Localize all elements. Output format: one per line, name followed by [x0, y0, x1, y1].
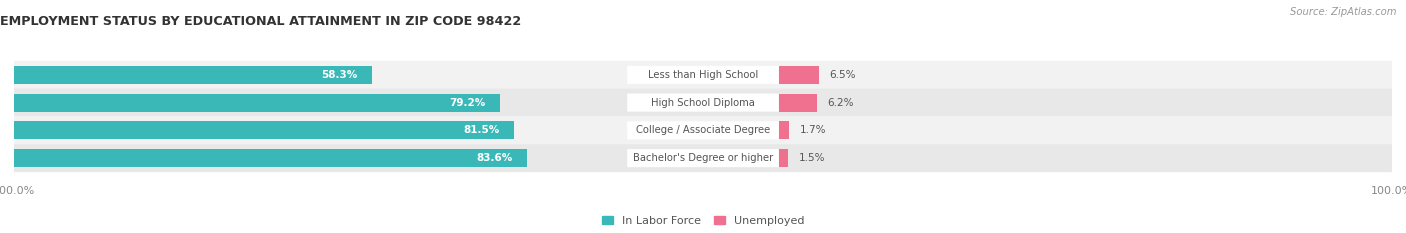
FancyBboxPatch shape — [627, 94, 779, 112]
FancyBboxPatch shape — [627, 149, 779, 167]
Bar — [14, 121, 513, 139]
Text: 1.5%: 1.5% — [799, 153, 825, 163]
FancyBboxPatch shape — [14, 144, 1392, 172]
Bar — [779, 121, 789, 139]
FancyBboxPatch shape — [14, 89, 1392, 117]
FancyBboxPatch shape — [14, 116, 1392, 144]
Text: College / Associate Degree: College / Associate Degree — [636, 125, 770, 135]
Bar — [779, 94, 817, 112]
Text: 6.5%: 6.5% — [830, 70, 855, 80]
Legend: In Labor Force, Unemployed: In Labor Force, Unemployed — [602, 216, 804, 226]
Text: 58.3%: 58.3% — [322, 70, 357, 80]
Text: 1.7%: 1.7% — [800, 125, 827, 135]
Bar — [14, 149, 527, 167]
Text: 83.6%: 83.6% — [477, 153, 513, 163]
Text: Bachelor's Degree or higher: Bachelor's Degree or higher — [633, 153, 773, 163]
FancyBboxPatch shape — [627, 66, 779, 84]
Bar — [779, 66, 818, 84]
Bar — [14, 94, 499, 112]
Text: EMPLOYMENT STATUS BY EDUCATIONAL ATTAINMENT IN ZIP CODE 98422: EMPLOYMENT STATUS BY EDUCATIONAL ATTAINM… — [0, 15, 522, 28]
Text: High School Diploma: High School Diploma — [651, 98, 755, 108]
Text: Less than High School: Less than High School — [648, 70, 758, 80]
Text: 6.2%: 6.2% — [827, 98, 853, 108]
FancyBboxPatch shape — [627, 121, 779, 139]
FancyBboxPatch shape — [14, 61, 1392, 89]
Text: Source: ZipAtlas.com: Source: ZipAtlas.com — [1289, 7, 1396, 17]
Text: 79.2%: 79.2% — [450, 98, 486, 108]
Text: 81.5%: 81.5% — [464, 125, 501, 135]
Bar — [779, 149, 787, 167]
Bar — [14, 66, 371, 84]
